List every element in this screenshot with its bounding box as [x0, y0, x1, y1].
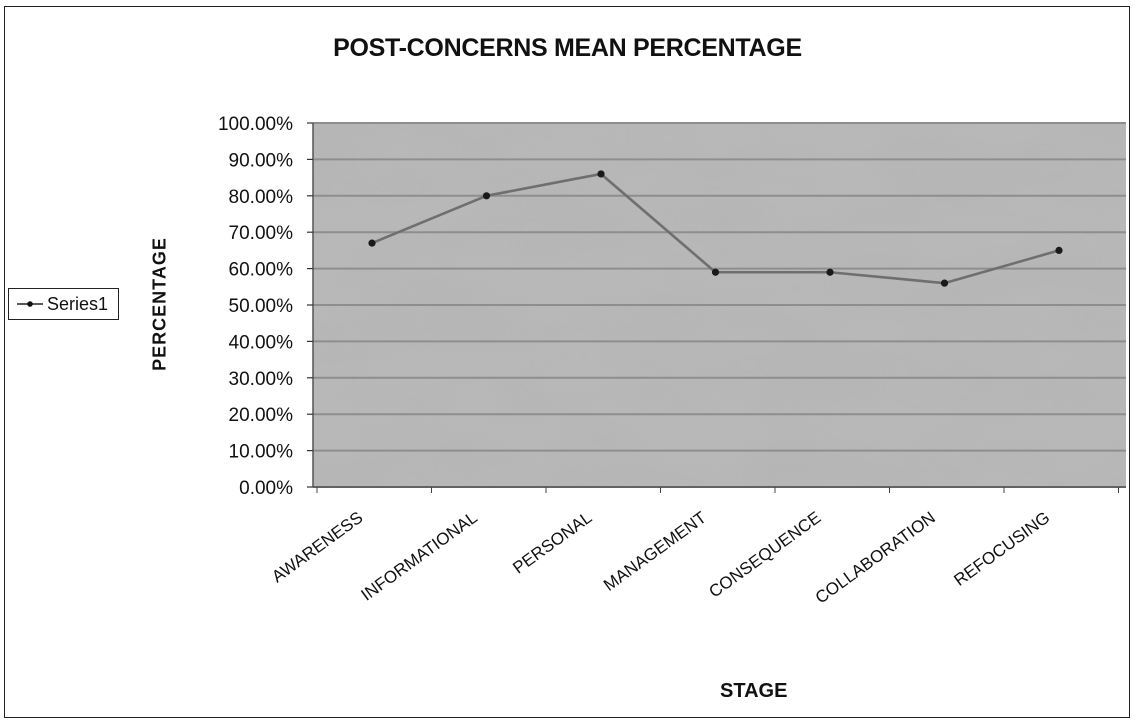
data-point	[1055, 246, 1063, 254]
x-tick-label: COLLABORATION	[812, 508, 939, 608]
x-tick-label: INFORMATIONAL	[358, 508, 481, 605]
y-tick-label: 30.00%	[229, 369, 294, 390]
x-tick-label: CONSEQUENCE	[705, 508, 824, 602]
y-tick-label: 40.00%	[229, 332, 294, 353]
y-tick-label: 70.00%	[229, 223, 294, 244]
y-tick-label: 0.00%	[239, 478, 293, 499]
chart-frame	[4, 6, 1130, 718]
x-tick-label: REFOCUSING	[950, 508, 1053, 590]
y-tick-label: 50.00%	[229, 296, 294, 317]
chart-title: POST-CONCERNS MEAN PERCENTAGE	[333, 34, 802, 62]
data-point	[826, 268, 834, 276]
y-tick-label: 80.00%	[229, 187, 294, 208]
data-point	[597, 170, 605, 178]
x-tick-label: AWARENESS	[268, 508, 366, 586]
x-axis-label: STAGE	[720, 680, 788, 702]
y-tick-label: 90.00%	[229, 150, 294, 171]
data-point	[368, 239, 376, 247]
legend: Series1	[8, 288, 120, 320]
x-tick-label: PERSONAL	[509, 508, 595, 578]
y-tick-label: 60.00%	[229, 260, 294, 281]
data-point	[482, 192, 491, 200]
y-tick-label: 10.00%	[229, 442, 294, 463]
y-tick-label: 20.00%	[229, 405, 294, 426]
legend-swatch	[17, 301, 43, 307]
legend-label: Series1	[47, 293, 109, 314]
x-tick-label: MANAGEMENT	[600, 508, 710, 595]
data-point	[940, 279, 949, 287]
data-point	[711, 268, 720, 276]
y-tick-label: 100.00%	[218, 114, 293, 135]
